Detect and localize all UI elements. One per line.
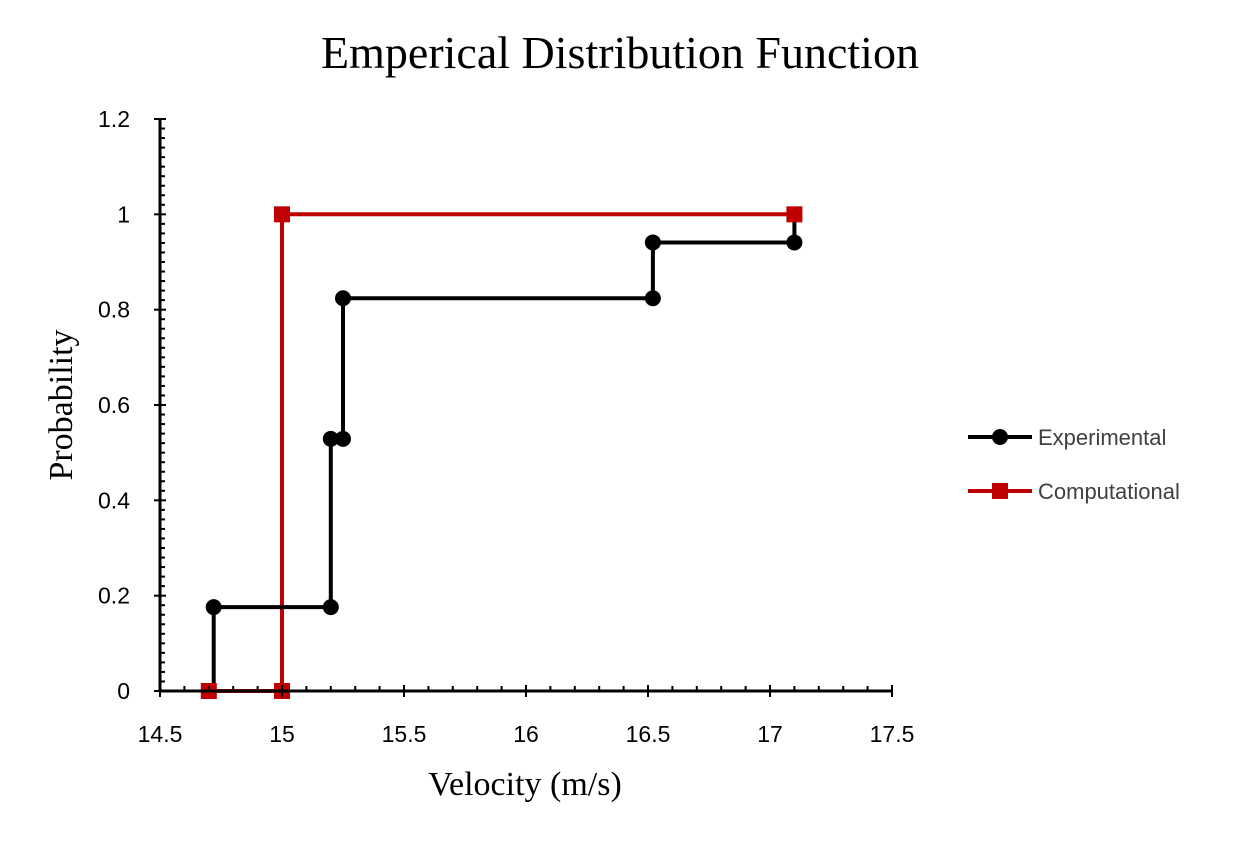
x-tick-label: 16 (513, 721, 539, 747)
y-tick-label: 0.8 (98, 297, 130, 323)
x-tick-label: 14.5 (138, 721, 183, 747)
data-point-experimental (322, 599, 339, 616)
x-tick-label: 15.5 (382, 721, 427, 747)
data-point-experimental (786, 234, 803, 251)
data-point-experimental (335, 430, 351, 447)
y-tick-label: 0.2 (98, 583, 130, 609)
data-point-experimental (644, 290, 661, 307)
chart-title: Emperical Distribution Function (321, 27, 919, 78)
legend-label-experimental: Experimental (1038, 425, 1166, 450)
y-tick-label: 0.4 (98, 487, 130, 513)
legend: Experimental Computational (968, 425, 1180, 504)
data-point-experimental (335, 290, 351, 307)
y-tick-label: 0.6 (98, 392, 130, 418)
x-tick-label: 15 (269, 721, 295, 747)
plot-series-layer (200, 206, 803, 699)
tick-labels: 0 0.2 0.4 0.6 0.8 1 1.2 14.5 15 15.5 16 16.5 17 17.5 (98, 106, 914, 747)
legend-label-computational: Computational (1038, 479, 1180, 504)
legend-item-computational: Computational (968, 479, 1180, 504)
legend-marker-computational (992, 483, 1008, 499)
x-tick-label: 17 (757, 721, 783, 747)
y-tick-label: 1.2 (98, 106, 130, 132)
data-point-experimental (205, 599, 222, 616)
x-axis-label: Velocity (m/s) (428, 766, 622, 803)
data-point-experimental (322, 430, 339, 447)
x-tick-label: 17.5 (870, 721, 915, 747)
y-tick-label: 0 (117, 678, 130, 704)
legend-marker-experimental (992, 429, 1008, 445)
plot-axes-layer (154, 118, 893, 697)
y-axis-label: Probability (43, 329, 80, 480)
series-line-experimental (211, 214, 797, 691)
y-tick-label: 1 (117, 201, 130, 227)
legend-item-experimental: Experimental (968, 425, 1166, 450)
x-tick-label: 16.5 (626, 721, 671, 747)
data-point-experimental (644, 234, 661, 251)
series-line-computational (208, 212, 795, 693)
data-point-computational (274, 206, 290, 223)
data-point-computational (786, 206, 803, 223)
